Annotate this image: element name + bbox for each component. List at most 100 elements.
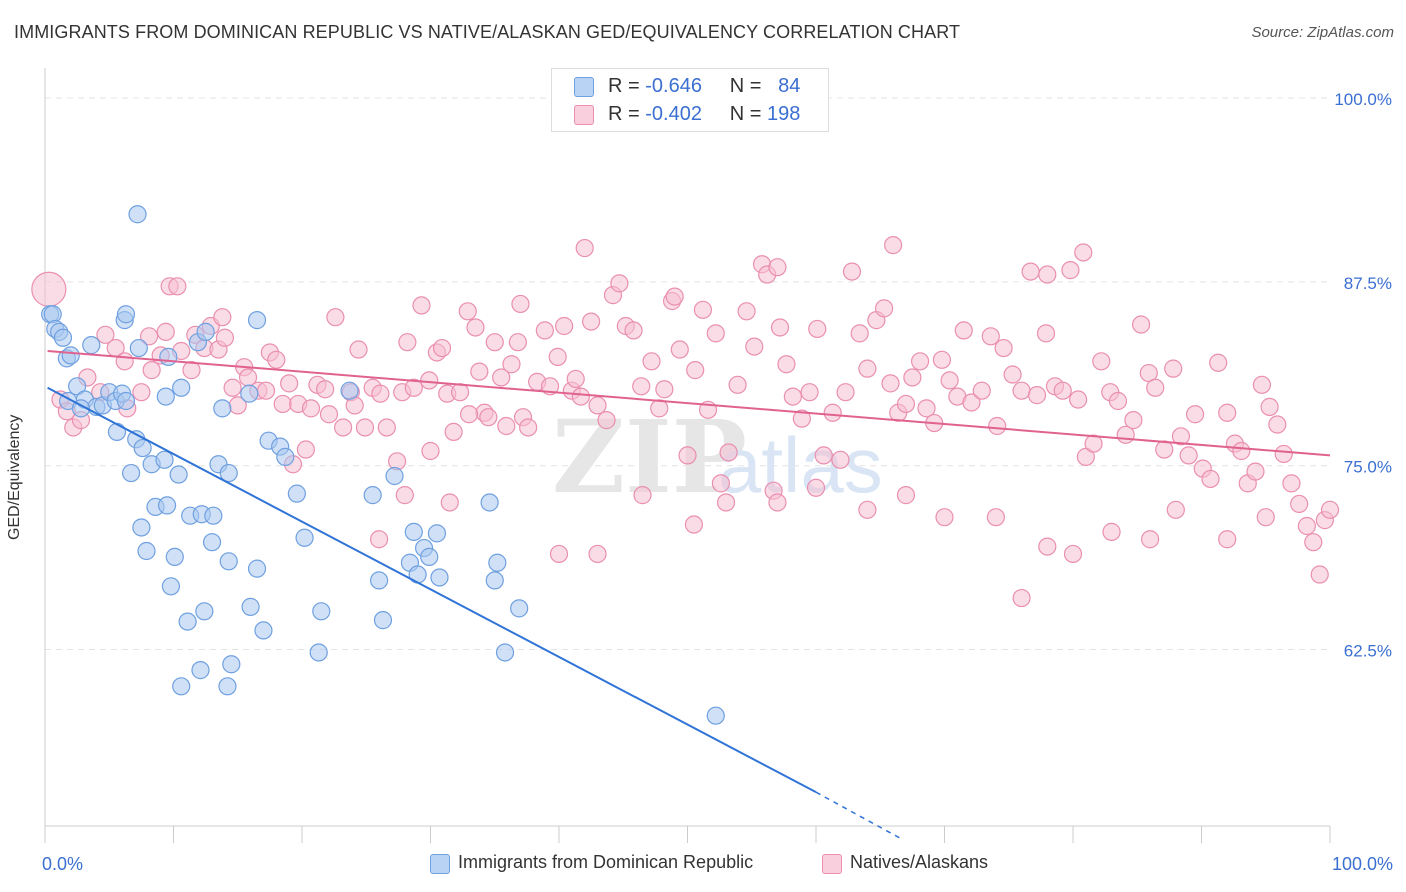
immigrant-point (430, 568, 449, 587)
immigrant-point (53, 328, 73, 347)
immigrant-trendline (47, 386, 817, 794)
native-point (836, 383, 855, 402)
native-point (711, 474, 731, 493)
immigrant-point (129, 338, 148, 358)
immigrant-point (240, 384, 259, 403)
native-point (883, 236, 903, 255)
immigrant-point (287, 484, 306, 503)
native-point (597, 411, 616, 430)
native-point (792, 409, 811, 428)
native-point (808, 319, 827, 339)
native-point (1171, 427, 1191, 446)
immigrant-point (495, 643, 515, 662)
immigrant-point (157, 496, 177, 515)
native-point (632, 377, 651, 396)
native-point (988, 416, 1007, 436)
native-point (633, 486, 652, 505)
native-point (1304, 533, 1323, 552)
immigrant-point (254, 621, 273, 640)
native-point (412, 296, 431, 315)
native-point (1140, 530, 1160, 549)
y-tick-label: 87.5% (1344, 274, 1392, 293)
native-point (903, 368, 922, 387)
native-point (316, 380, 335, 399)
native-point (588, 396, 607, 415)
native-point (511, 294, 530, 314)
blue-swatch (574, 77, 594, 97)
native-point (981, 327, 1000, 346)
native-point (1021, 262, 1040, 281)
native-point (650, 399, 669, 418)
native-point (267, 350, 286, 369)
native-point (1201, 469, 1220, 489)
native-point (1155, 440, 1174, 459)
native-point (823, 403, 842, 422)
immigrant-point (480, 493, 499, 512)
native-point (582, 312, 601, 331)
immigrant-trendline-extension (815, 791, 903, 840)
native-point (800, 383, 819, 402)
native-point (935, 508, 954, 527)
native-point (1036, 324, 1056, 343)
immigrant-point (340, 381, 359, 400)
source-label: Source: ZipAtlas.com (1251, 24, 1394, 41)
native-point (31, 271, 67, 307)
immigrant-point (295, 528, 314, 547)
native-point (986, 508, 1006, 527)
native-point (1218, 403, 1237, 422)
native-point (706, 324, 725, 343)
immigrant-point (128, 205, 147, 224)
native-point (421, 441, 440, 461)
immigrant-point (82, 336, 101, 355)
r-value: -0.402 (645, 103, 702, 125)
native-point (806, 478, 826, 497)
native-point (1320, 500, 1340, 519)
native-point (728, 375, 747, 394)
native-point (917, 399, 936, 418)
y-tick-label: 100.0% (1334, 90, 1392, 109)
native-point (571, 387, 590, 406)
native-point (642, 352, 661, 371)
x-tick-label: 100.0% (1332, 854, 1393, 874)
x-tick-label: 0.0% (42, 854, 83, 874)
native-point (1003, 365, 1022, 384)
native-point (459, 405, 479, 424)
immigrant-point (204, 506, 223, 525)
immigrant-point (133, 438, 152, 458)
immigrant-point (202, 533, 222, 552)
native-point (777, 355, 796, 374)
native-point (156, 322, 175, 341)
native-point (655, 380, 674, 399)
native-point (387, 452, 407, 471)
native-point (881, 374, 900, 393)
native-point (1268, 415, 1287, 434)
native-point (610, 274, 629, 293)
native-point (678, 446, 697, 465)
native-point (301, 399, 321, 418)
immigrant-point (219, 552, 238, 571)
native-point (1038, 265, 1057, 284)
native-point (737, 302, 756, 321)
immigrant-point (312, 602, 331, 621)
native-point (932, 350, 952, 369)
n-label: N = (729, 75, 768, 97)
immigrant-point (172, 378, 191, 397)
native-point (994, 338, 1013, 358)
native-point (470, 362, 489, 381)
native-point (458, 302, 477, 321)
native-point (575, 238, 594, 258)
native-point (1102, 522, 1121, 541)
native-point (540, 377, 560, 396)
watermark-atlas: atlas (718, 421, 883, 509)
native-point (1069, 390, 1088, 409)
native-point (1246, 462, 1265, 481)
native-point (1310, 565, 1329, 584)
native-point (1297, 516, 1316, 536)
native-point (1218, 530, 1237, 549)
r-value: -0.646 (645, 75, 702, 97)
native-point (349, 340, 368, 359)
correlation-legend: R = -0.646 N = 84 R = -0.402 N = 198 (551, 68, 829, 132)
native-point (326, 308, 345, 327)
native-point (684, 515, 704, 534)
native-point (256, 381, 276, 400)
